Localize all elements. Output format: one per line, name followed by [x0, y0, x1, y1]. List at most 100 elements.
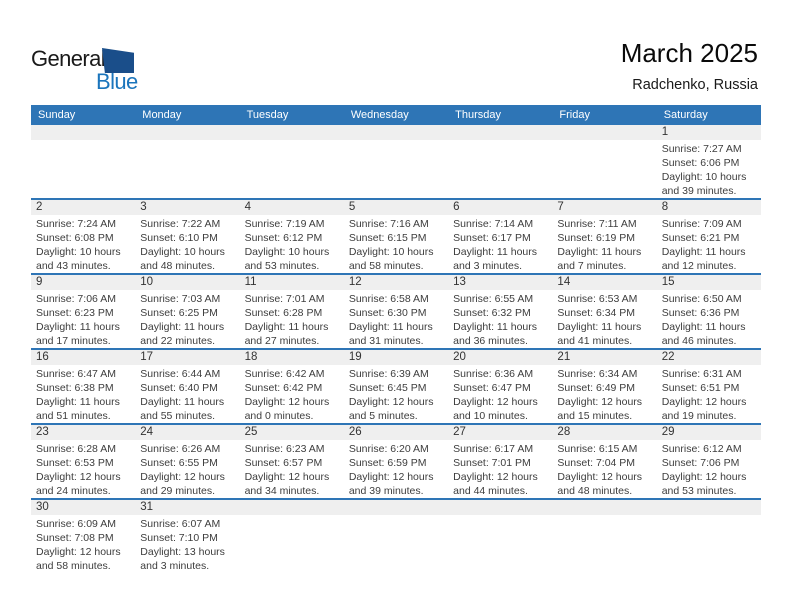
sunrise-text: Sunrise: 7:27 AM: [661, 143, 742, 155]
day-number: 13: [448, 275, 553, 290]
day-number: 12: [343, 275, 449, 290]
sunset-text: Sunset: 6:42 PM: [244, 382, 323, 394]
day-number: 3: [135, 200, 240, 215]
day-cell: 27 Sunrise: 6:17 AM Sunset: 7:01 PM Dayligh…: [448, 425, 553, 498]
day-cell: 22 Sunrise: 6:31 AM Sunset: 6:51 PM Dayligh…: [656, 350, 761, 423]
day-cell: 7 Sunrise: 7:11 AM Sunset: 6:19 PM Daylight…: [552, 200, 657, 273]
day-number: 29: [656, 425, 761, 440]
sunrise-text: Sunrise: 6:39 AM: [348, 368, 429, 380]
day-details: Sunrise: 6:47 AM Sunset: 6:38 PM Daylight:…: [31, 365, 135, 423]
day-details: Sunrise: 7:11 AM Sunset: 6:19 PM Daylight:…: [552, 215, 656, 273]
daylight-text-line2: and 43 minutes.: [36, 260, 111, 272]
day-number: [552, 125, 657, 140]
daylight-text-line1: Daylight: 11 hours: [244, 321, 329, 333]
day-cell: 10 Sunrise: 7:03 AM Sunset: 6:25 PM Dayligh…: [135, 275, 240, 348]
day-number: 27: [448, 425, 553, 440]
sunset-text: Sunset: 6:15 PM: [348, 232, 427, 244]
day-details: Sunrise: 6:15 AM Sunset: 7:04 PM Daylight:…: [552, 440, 656, 498]
day-number: 1: [656, 125, 761, 140]
day-cell: 9 Sunrise: 7:06 AM Sunset: 6:23 PM Daylight…: [31, 275, 136, 348]
day-details: Sunrise: 6:23 AM Sunset: 6:57 PM Daylight:…: [240, 440, 344, 498]
day-cell: 26 Sunrise: 6:20 AM Sunset: 6:59 PM Dayligh…: [343, 425, 449, 498]
day-number: 5: [343, 200, 449, 215]
daylight-text-line1: Daylight: 11 hours: [453, 246, 537, 258]
daylight-text-line2: and 44 minutes.: [453, 485, 528, 497]
day-number: 30: [31, 500, 136, 515]
daylight-text-line2: and 48 minutes.: [140, 260, 215, 272]
day-number: 26: [343, 425, 449, 440]
empty-day-cell: [552, 125, 657, 198]
sunset-text: Sunset: 6:47 PM: [453, 382, 531, 394]
daylight-text-line1: Daylight: 11 hours: [557, 321, 642, 333]
daylight-text-line2: and 12 minutes.: [661, 260, 737, 272]
daylight-text-line2: and 29 minutes.: [140, 485, 215, 497]
sunrise-text: Sunrise: 6:58 AM: [348, 293, 429, 305]
daylight-text-line1: Daylight: 11 hours: [661, 321, 746, 333]
daylight-text-line1: Daylight: 11 hours: [348, 321, 433, 333]
sunrise-text: Sunrise: 7:09 AM: [661, 218, 742, 230]
day-number: 31: [135, 500, 240, 515]
daylight-text-line1: Daylight: 12 hours: [348, 396, 434, 408]
sunset-text: Sunset: 6:59 PM: [348, 457, 427, 469]
day-cell: 11 Sunrise: 7:01 AM Sunset: 6:28 PM Dayligh…: [239, 275, 344, 348]
sunset-text: Sunset: 6:51 PM: [661, 382, 740, 394]
day-number: [31, 125, 136, 140]
daylight-text-line2: and 41 minutes.: [557, 335, 633, 347]
sunset-text: Sunset: 6:06 PM: [661, 157, 740, 169]
sunset-text: Sunset: 7:08 PM: [36, 532, 114, 544]
daylight-text-line2: and 5 minutes.: [348, 410, 418, 422]
week-row: 2 Sunrise: 7:24 AM Sunset: 6:08 PM Daylight…: [31, 198, 761, 273]
empty-day-cell: [135, 125, 240, 198]
sunrise-text: Sunrise: 6:36 AM: [453, 368, 534, 380]
sunrise-text: Sunrise: 7:06 AM: [36, 293, 116, 305]
daylight-text-line1: Daylight: 12 hours: [661, 471, 747, 483]
day-cell: 15 Sunrise: 6:50 AM Sunset: 6:36 PM Dayligh…: [656, 275, 761, 348]
day-number: 18: [239, 350, 344, 365]
daylight-text-line2: and 3 minutes.: [140, 560, 210, 572]
logo-text-general: General: [31, 46, 106, 71]
day-cell: 1 Sunrise: 7:27 AM Sunset: 6:06 PM Daylight…: [656, 125, 761, 198]
day-cell: 28 Sunrise: 6:15 AM Sunset: 7:04 PM Dayligh…: [552, 425, 657, 498]
day-number: 16: [31, 350, 136, 365]
day-details: Sunrise: 6:58 AM Sunset: 6:30 PM Daylight:…: [344, 290, 448, 348]
daylight-text-line1: Daylight: 12 hours: [36, 471, 121, 483]
day-cell: 21 Sunrise: 6:34 AM Sunset: 6:49 PM Dayligh…: [552, 350, 657, 423]
daylight-text-line2: and 58 minutes.: [348, 260, 424, 272]
day-number: [552, 500, 657, 515]
day-details: Sunrise: 6:20 AM Sunset: 6:59 PM Daylight:…: [344, 440, 448, 498]
day-details: Sunrise: 6:39 AM Sunset: 6:45 PM Daylight:…: [344, 365, 448, 423]
day-details: Sunrise: 6:44 AM Sunset: 6:40 PM Daylight:…: [135, 365, 239, 423]
sunset-text: Sunset: 6:17 PM: [453, 232, 531, 244]
sunset-text: Sunset: 6:08 PM: [36, 232, 114, 244]
daylight-text-line1: Daylight: 11 hours: [453, 321, 537, 333]
empty-day-cell: [656, 500, 761, 573]
sunset-text: Sunset: 6:55 PM: [140, 457, 218, 469]
day-details: Sunrise: 6:07 AM Sunset: 7:10 PM Daylight:…: [135, 515, 239, 573]
day-details: Sunrise: 6:31 AM Sunset: 6:51 PM Daylight:…: [657, 365, 761, 423]
day-details: Sunrise: 6:55 AM Sunset: 6:32 PM Daylight:…: [448, 290, 552, 348]
sunset-text: Sunset: 6:25 PM: [140, 307, 218, 319]
daylight-text-line2: and 36 minutes.: [453, 335, 528, 347]
day-cell: 12 Sunrise: 6:58 AM Sunset: 6:30 PM Dayligh…: [343, 275, 449, 348]
sunrise-text: Sunrise: 6:07 AM: [140, 518, 221, 530]
day-number: 25: [239, 425, 344, 440]
day-details: Sunrise: 6:42 AM Sunset: 6:42 PM Daylight:…: [240, 365, 344, 423]
day-number: 28: [552, 425, 657, 440]
day-cell: 14 Sunrise: 6:53 AM Sunset: 6:34 PM Dayligh…: [552, 275, 657, 348]
sunset-text: Sunset: 6:36 PM: [661, 307, 740, 319]
sunrise-text: Sunrise: 6:12 AM: [661, 443, 742, 455]
day-details: Sunrise: 7:09 AM Sunset: 6:21 PM Daylight:…: [657, 215, 761, 273]
sunrise-text: Sunrise: 6:31 AM: [661, 368, 742, 380]
day-details: Sunrise: 7:03 AM Sunset: 6:25 PM Daylight:…: [135, 290, 239, 348]
day-cell: 31 Sunrise: 6:07 AM Sunset: 7:10 PM Dayligh…: [135, 500, 240, 573]
sunrise-text: Sunrise: 7:01 AM: [244, 293, 325, 305]
weekday-header-sunday: Sunday: [38, 109, 76, 121]
day-details: Sunrise: 6:09 AM Sunset: 7:08 PM Daylight:…: [31, 515, 135, 573]
sunset-text: Sunset: 7:06 PM: [661, 457, 740, 469]
day-number: 10: [135, 275, 240, 290]
daylight-text-line2: and 53 minutes.: [661, 485, 737, 497]
weekday-header-thursday: Thursday: [455, 109, 501, 121]
sunset-text: Sunset: 7:10 PM: [140, 532, 218, 544]
sunset-text: Sunset: 6:23 PM: [36, 307, 114, 319]
day-cell: 5 Sunrise: 7:16 AM Sunset: 6:15 PM Daylight…: [343, 200, 449, 273]
